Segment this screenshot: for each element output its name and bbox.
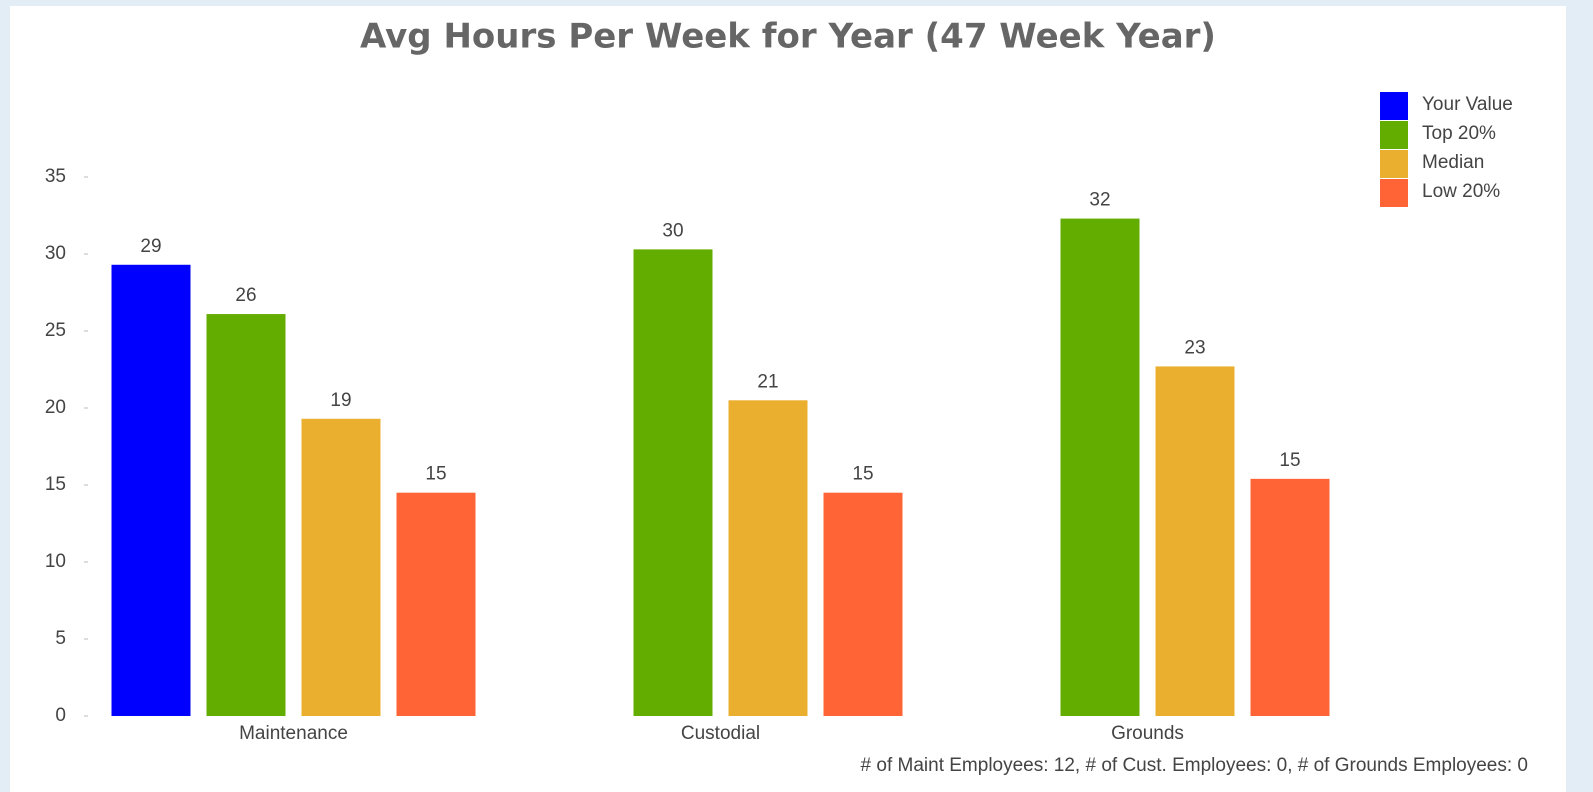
bar: [823, 492, 903, 716]
value-label: 23: [1184, 337, 1205, 358]
annotation: # of Maint Employees: 12, # of Cust. Emp…: [861, 755, 1528, 776]
value-label: 30: [662, 220, 683, 241]
x-tick-label: Custodial: [681, 723, 760, 744]
value-label: 15: [1279, 450, 1300, 471]
value-label: 21: [757, 371, 778, 392]
legend-swatch: [1380, 150, 1408, 178]
value-label: 32: [1089, 190, 1110, 211]
x-tick-label: Grounds: [1111, 723, 1184, 744]
y-tick-label: 30: [45, 243, 66, 264]
legend-label: Top 20%: [1422, 123, 1496, 144]
value-label: 26: [235, 285, 256, 306]
y-tick-label: 0: [55, 705, 66, 726]
legend-label: Median: [1422, 152, 1484, 173]
y-tick-label: 5: [55, 628, 66, 649]
bar: [728, 400, 808, 716]
legend-swatch: [1380, 92, 1408, 120]
y-tick-label: 25: [45, 320, 66, 341]
value-label: 15: [852, 464, 873, 485]
value-label: 15: [425, 464, 446, 485]
y-tick-label: 10: [45, 551, 66, 572]
bar: [1155, 366, 1235, 716]
legend-swatch: [1380, 121, 1408, 149]
value-label: 29: [140, 236, 161, 257]
x-tick-label: Maintenance: [239, 723, 348, 744]
legend-swatch: [1380, 179, 1408, 207]
y-tick-label: 20: [45, 397, 66, 418]
bar: [1250, 478, 1330, 716]
bar: [111, 264, 191, 716]
value-label: 19: [330, 390, 351, 411]
y-tick-label: 15: [45, 474, 66, 495]
legend-label: Your Value: [1422, 94, 1513, 115]
legend-label: Low 20%: [1422, 181, 1500, 202]
chart-title: Avg Hours Per Week for Year (47 Week Yea…: [360, 17, 1216, 57]
bar: [206, 314, 286, 716]
bar: [396, 492, 476, 716]
bar: [633, 249, 713, 716]
bar: [1060, 218, 1140, 716]
y-tick-label: 35: [45, 166, 66, 187]
bar: [301, 418, 381, 716]
